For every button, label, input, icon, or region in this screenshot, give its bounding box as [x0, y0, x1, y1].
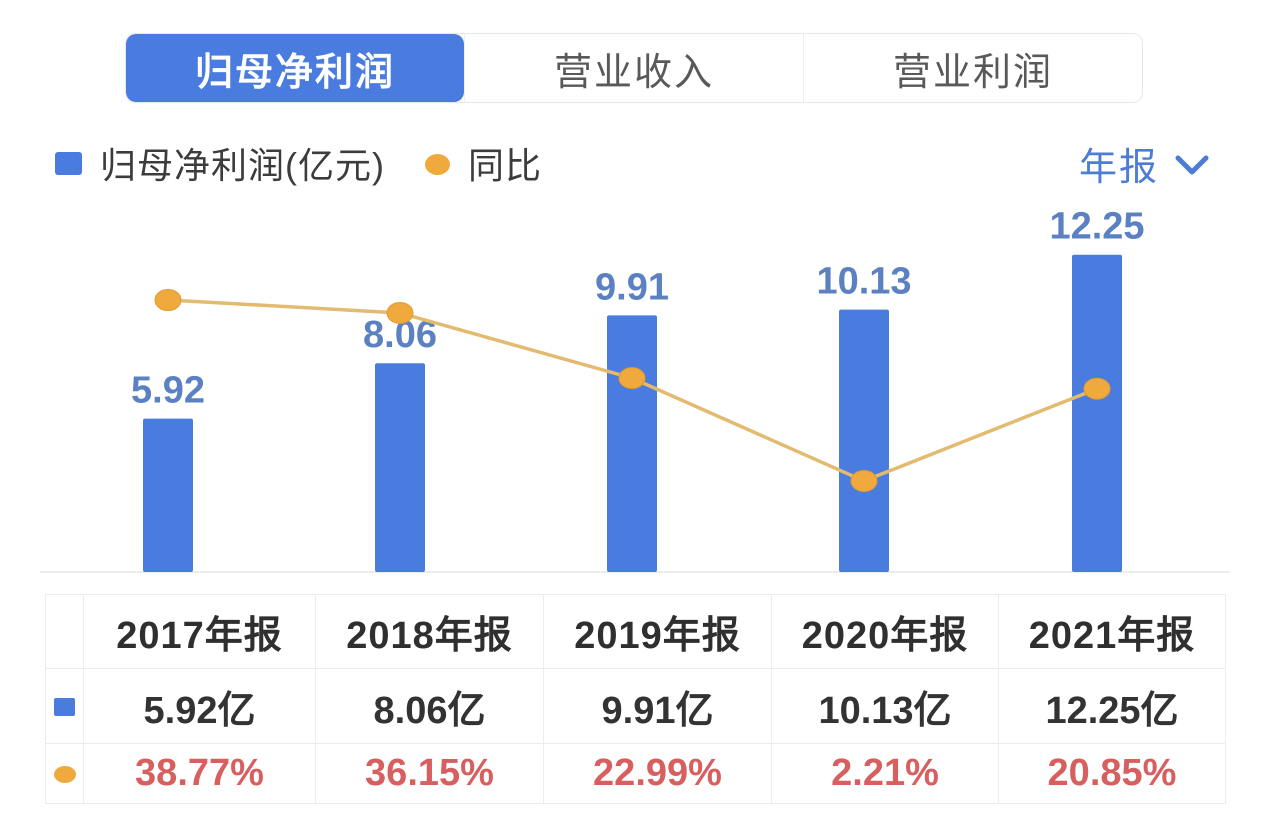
yoy-marker-2018[interactable]	[386, 301, 414, 324]
bar-2019[interactable]	[607, 315, 657, 572]
yoy-2018: 36.15%	[315, 743, 544, 804]
bar-value-label-2021: 12.25	[1049, 206, 1144, 248]
legend-bar-label: 归母净利润(亿元)	[100, 145, 385, 186]
net-profit-2018: 8.06亿	[315, 668, 544, 744]
blue-square-icon	[55, 151, 82, 175]
bar-2017[interactable]	[143, 418, 193, 572]
table-corner-cell	[45, 594, 84, 669]
table-row-yoy: 38.77% 36.15% 22.99% 2.21% 20.85%	[45, 743, 1226, 804]
period-dropdown-label: 年报	[1078, 146, 1159, 189]
table-header-row: 2017年报 2018年报 2019年报 2020年报 2021年报	[45, 594, 1226, 669]
bar-2018[interactable]	[375, 363, 425, 572]
yoy-2020: 2.21%	[771, 743, 999, 804]
legend-line-series: 同比	[385, 137, 542, 189]
row-icon-cell	[45, 668, 84, 744]
net-profit-2020: 10.13亿	[771, 668, 999, 744]
row-icon-cell	[45, 743, 84, 804]
net-profit-2019: 9.91亿	[543, 668, 772, 744]
chevron-down-icon	[1175, 155, 1209, 175]
tab-net-profit[interactable]: 归母净利润	[126, 34, 464, 102]
net-profit-2021: 12.25亿	[998, 668, 1226, 744]
yoy-2017: 38.77%	[83, 743, 316, 804]
orange-dot-icon	[53, 766, 76, 784]
yoy-marker-2019[interactable]	[618, 367, 646, 390]
bar-2020[interactable]	[839, 309, 889, 572]
bar-2021[interactable]	[1072, 254, 1122, 572]
table-header-2018: 2018年报	[315, 594, 544, 669]
period-dropdown[interactable]: 年报	[1079, 136, 1209, 191]
table-header-2021: 2021年报	[998, 594, 1226, 669]
net-profit-2017: 5.92亿	[83, 668, 316, 744]
yoy-marker-2017[interactable]	[154, 289, 182, 311]
metric-tabs: 归母净利润 营业收入 营业利润	[125, 33, 1143, 103]
table-header-2020: 2020年报	[771, 594, 999, 669]
data-table: 2017年报 2018年报 2019年报 2020年报 2021年报 5.92亿…	[45, 594, 1226, 804]
orange-dot-icon	[424, 153, 450, 175]
bar-value-label-2020: 10.13	[816, 261, 911, 303]
bar-value-label-2017: 5.92	[131, 370, 205, 412]
table-row-net-profit: 5.92亿 8.06亿 9.91亿 10.13亿 12.25亿	[45, 668, 1226, 744]
table-header-2019: 2019年报	[543, 594, 772, 669]
yoy-marker-2021[interactable]	[1083, 377, 1111, 400]
yoy-2021: 20.85%	[998, 743, 1226, 804]
legend-line-label: 同比	[467, 145, 542, 186]
tab-operating-revenue[interactable]: 营业收入	[464, 34, 803, 102]
legend-bar-series: 归母净利润(亿元)	[55, 137, 385, 189]
bar-value-label-2019: 9.91	[595, 266, 669, 308]
yoy-2019: 22.99%	[543, 743, 772, 804]
table-header-2017: 2017年报	[83, 594, 316, 669]
legend-row: 归母净利润(亿元) 同比 年报	[55, 136, 1209, 191]
tab-operating-profit[interactable]: 营业利润	[803, 34, 1142, 102]
blue-square-icon	[54, 698, 75, 717]
yoy-marker-2020[interactable]	[850, 469, 878, 492]
